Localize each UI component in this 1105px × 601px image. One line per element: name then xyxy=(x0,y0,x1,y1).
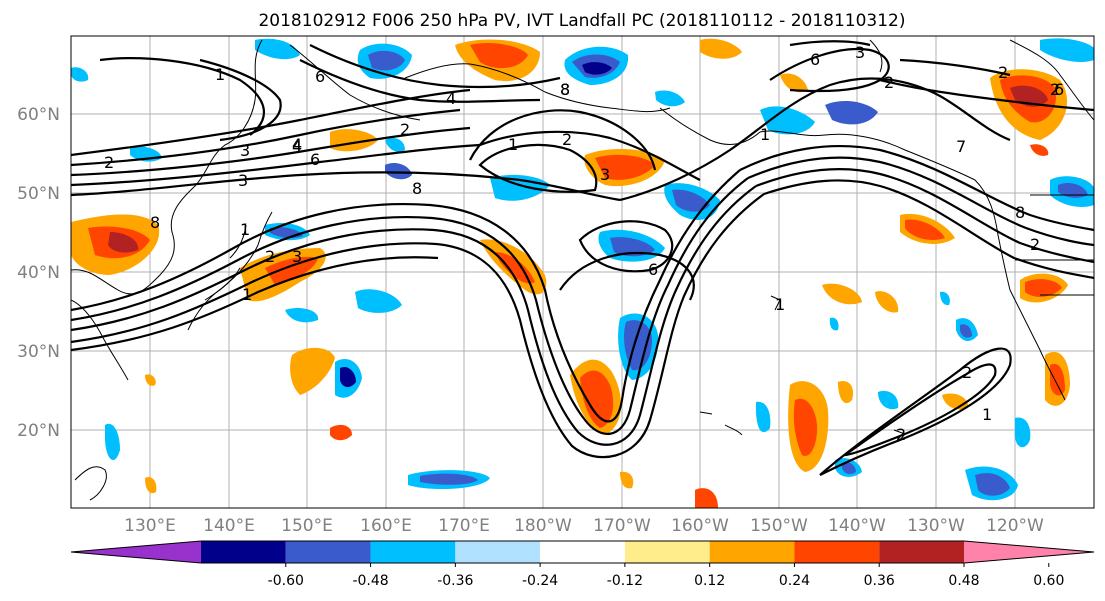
colorbar-extend-low xyxy=(71,541,201,563)
latitude-labels: 60°N 50°N 40°N 30°N 20°N xyxy=(17,105,60,441)
colorbar-tick-label: -0.48 xyxy=(352,573,388,589)
lat-label: 40°N xyxy=(17,263,60,283)
contour-label: 8 xyxy=(150,213,160,232)
longitude-labels: 130°E 140°E 150°E 160°E 170°E 180°W 170°… xyxy=(124,516,1044,536)
contour-label: 1 xyxy=(215,65,225,84)
lat-label: 50°N xyxy=(17,184,60,204)
colorbar-tick-label: 0.12 xyxy=(694,573,725,589)
colorbar-tick-label: -0.24 xyxy=(522,573,558,589)
pv-contours xyxy=(71,40,1094,476)
contour-label: 6 xyxy=(310,150,320,169)
contour-label: 1 xyxy=(775,295,785,314)
colorbar-segment xyxy=(879,541,964,563)
contour-label: 3 xyxy=(600,165,610,184)
contour-label: 8 xyxy=(560,80,570,99)
colorbar-tick-label: -0.60 xyxy=(268,573,304,589)
contour-label: 6 xyxy=(315,67,325,86)
colorbar: -0.60 -0.48 -0.36 -0.24 -0.12 0.12 0.24 0.36 0.4… xyxy=(70,540,1095,589)
contour-label: 3 xyxy=(238,171,248,190)
contour-label: 2 xyxy=(896,425,906,444)
lon-label: 130°W xyxy=(907,516,965,536)
map-frame xyxy=(70,35,1095,509)
lon-label: 140°W xyxy=(828,516,886,536)
colorbar-tick-label: 0.48 xyxy=(948,573,979,589)
contour-label: 2 xyxy=(1030,235,1040,254)
lon-label: 170°E xyxy=(438,516,490,536)
colorbar-tick-label: 0.60 xyxy=(1033,573,1064,589)
contour-label: 3 xyxy=(292,247,302,266)
contour-label: 8 xyxy=(1015,203,1025,222)
map-panel: 1 2 3 4 6 8 1 2 3 4 6 8 1 2 3 2 7 8 1 2 xyxy=(70,35,1095,509)
colorbar-segment xyxy=(201,541,286,563)
colorbar-segment xyxy=(624,541,710,563)
colorbar-segment xyxy=(370,541,456,563)
lon-label: 140°E xyxy=(203,516,255,536)
contour-label: 4 xyxy=(292,137,302,156)
lon-label: 120°W xyxy=(986,516,1044,536)
lon-label: 160°E xyxy=(360,516,412,536)
contour-label: 1 xyxy=(760,125,770,144)
colorbar-segment xyxy=(285,541,371,563)
contour-label: 4 xyxy=(292,135,302,154)
contour-label: 7 xyxy=(956,137,966,156)
colorbar-segment xyxy=(794,541,880,563)
contour-label: 2 xyxy=(884,73,894,92)
contour-labels: 1 2 3 4 6 8 1 2 3 4 6 8 1 2 3 2 7 8 1 2 xyxy=(104,43,1064,444)
contour-label: 2 xyxy=(265,247,275,266)
colorbar-tick-label: 0.24 xyxy=(779,573,810,589)
colorbar-extend-high xyxy=(964,541,1094,563)
colorbar-segment xyxy=(455,541,541,563)
lon-label: 160°W xyxy=(671,516,729,536)
contour-label: 4 xyxy=(446,89,456,108)
colorbar-segment xyxy=(540,541,625,563)
contour-label: 2 xyxy=(562,130,572,149)
lon-label: 130°E xyxy=(124,516,176,536)
contour-label: 1 xyxy=(508,135,518,154)
colorbar-tick-label: 0.36 xyxy=(864,573,895,589)
contour-label: 1 xyxy=(240,220,250,239)
contour-label: 8 xyxy=(412,179,422,198)
lat-label: 20°N xyxy=(17,421,60,441)
lat-label: 60°N xyxy=(17,105,60,125)
contour-label: 8 xyxy=(560,80,570,99)
contour-label: 2 xyxy=(104,153,114,172)
lon-label: 150°W xyxy=(750,516,808,536)
contour-label: 3 xyxy=(240,141,250,160)
contour-label: 6 xyxy=(810,50,820,69)
contour-label: 6 xyxy=(1054,80,1064,99)
lat-label: 30°N xyxy=(17,342,60,362)
colorbar-segment xyxy=(709,541,795,563)
colorbar-tick-label: -0.12 xyxy=(607,573,643,589)
lon-label: 180°W xyxy=(514,516,572,536)
figure-title: 2018102912 F006 250 hPa PV, IVT Landfall… xyxy=(258,11,905,31)
lon-label: 170°W xyxy=(593,516,651,536)
contour-label: 3 xyxy=(855,43,865,62)
contour-label: 1 xyxy=(242,285,252,304)
contour-label: 2 xyxy=(998,63,1008,82)
colorbar-tick-label: -0.36 xyxy=(437,573,473,589)
negative-anomaly-fills xyxy=(71,38,1094,501)
positive-anomaly-fills xyxy=(71,38,1070,508)
colorbar-outline xyxy=(70,540,1095,564)
lon-label: 150°E xyxy=(281,516,333,536)
contour-label: 6 xyxy=(648,260,658,279)
contour-label: 2 xyxy=(962,363,972,382)
contour-label: 2 xyxy=(400,120,410,139)
contour-label: 1 xyxy=(982,405,992,424)
contour-label: 2 xyxy=(1050,80,1060,99)
